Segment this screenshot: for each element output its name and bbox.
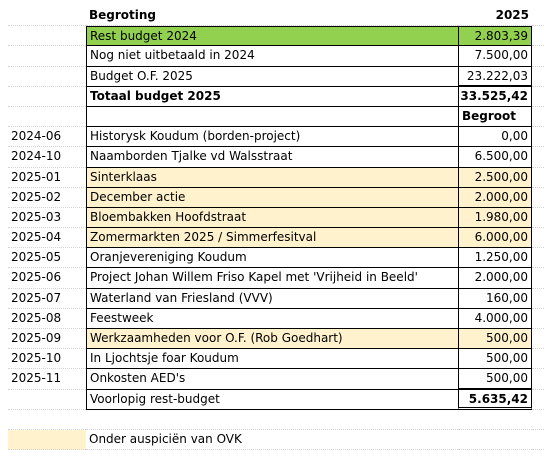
item-date[interactable]: 2025-06: [8, 268, 86, 289]
item-description[interactable]: Oranjevereniging Koudum: [86, 248, 458, 269]
item-amount[interactable]: 0,00: [458, 127, 532, 148]
item-description[interactable]: Project Johan Willem Friso Kapel met 'Vr…: [86, 268, 458, 289]
cell[interactable]: [532, 147, 544, 168]
cell[interactable]: [532, 46, 544, 67]
rest-budget-amount[interactable]: 5.635,42: [458, 389, 532, 410]
rest-budget-label[interactable]: Voorlopig rest-budget: [86, 389, 458, 410]
item-description[interactable]: Onkosten AED's: [86, 369, 458, 390]
item-amount[interactable]: 4.000,00: [458, 308, 532, 329]
title-cell[interactable]: Begroting: [86, 6, 458, 27]
total-label[interactable]: Totaal budget 2025: [86, 86, 458, 107]
cell[interactable]: [86, 410, 458, 430]
cell[interactable]: [532, 349, 544, 370]
cell[interactable]: [532, 228, 544, 249]
item-description[interactable]: Zomermarkten 2025 / Simmerfesitval: [86, 228, 458, 249]
legend-swatch[interactable]: [8, 429, 86, 451]
cell[interactable]: [532, 87, 544, 107]
cell[interactable]: [532, 329, 544, 350]
item-amount[interactable]: 2.000,00: [458, 187, 532, 208]
item-description[interactable]: Sinterklaas: [86, 167, 458, 188]
item-date[interactable]: 2025-03: [8, 208, 86, 229]
summary-amount[interactable]: 7.500,00: [458, 46, 532, 67]
cell[interactable]: [532, 289, 544, 309]
item-description[interactable]: Naamborden Tjalke vd Walsstraat: [86, 147, 458, 168]
summary-label[interactable]: Nog niet uitbetaald in 2024: [86, 46, 458, 67]
cell[interactable]: [8, 410, 86, 430]
cell[interactable]: [532, 168, 544, 188]
cell[interactable]: [532, 248, 544, 269]
item-date[interactable]: 2025-10: [8, 349, 86, 370]
cell[interactable]: [8, 67, 86, 87]
item-date[interactable]: 2025-02: [8, 188, 86, 208]
cell[interactable]: [8, 107, 86, 128]
item-description[interactable]: Feestweek: [86, 308, 458, 329]
item-description[interactable]: In Ljochtsje foar Koudum: [86, 349, 458, 370]
total-amount[interactable]: 33.525,42: [458, 86, 532, 107]
summary-amount[interactable]: 2.803,39: [458, 26, 532, 47]
cell[interactable]: [532, 410, 544, 430]
cell[interactable]: [86, 106, 458, 128]
cell[interactable]: [532, 268, 544, 289]
year-cell[interactable]: 2025: [458, 6, 532, 27]
item-amount[interactable]: 160,00: [458, 288, 532, 309]
item-amount[interactable]: 2.000,00: [458, 268, 532, 289]
item-amount[interactable]: 500,00: [458, 369, 532, 390]
item-description[interactable]: Bloembakken Hoofdstraat: [86, 207, 458, 229]
item-amount[interactable]: 1.980,00: [458, 207, 532, 229]
item-date[interactable]: 2025-01: [8, 168, 86, 188]
item-date[interactable]: 2025-05: [8, 248, 86, 269]
legend-label[interactable]: Onder auspiciën van OVK: [86, 430, 458, 451]
summary-amount[interactable]: 23.222,03: [458, 66, 532, 87]
item-amount[interactable]: 2.500,00: [458, 167, 532, 188]
item-amount[interactable]: 6.500,00: [458, 147, 532, 168]
item-description[interactable]: Waterland van Friesland (VVV): [86, 288, 458, 309]
cell[interactable]: [532, 26, 544, 47]
summary-label[interactable]: Budget O.F. 2025: [86, 66, 458, 87]
cell[interactable]: [8, 87, 86, 107]
item-amount[interactable]: 500,00: [458, 349, 532, 370]
item-date[interactable]: 2025-04: [8, 228, 86, 249]
item-date[interactable]: 2025-08: [8, 309, 86, 329]
cell[interactable]: [532, 188, 544, 208]
begroot-header[interactable]: Begroot: [458, 106, 532, 128]
summary-label[interactable]: Rest budget 2024: [86, 26, 458, 47]
cell[interactable]: [8, 6, 86, 27]
cell[interactable]: [458, 410, 532, 430]
cell[interactable]: [458, 430, 532, 451]
item-description[interactable]: Werkzaamheden voor O.F. (Rob Goedhart): [86, 329, 458, 350]
cell[interactable]: [532, 6, 544, 27]
item-date[interactable]: 2024-10: [8, 147, 86, 168]
item-date[interactable]: 2025-07: [8, 289, 86, 309]
item-description[interactable]: Historysk Koudum (borden-project): [86, 127, 458, 148]
item-amount[interactable]: 6.000,00: [458, 228, 532, 249]
cell[interactable]: [8, 390, 86, 410]
cell[interactable]: [532, 67, 544, 87]
cell[interactable]: [8, 46, 86, 67]
cell[interactable]: [532, 369, 544, 390]
item-amount[interactable]: 1.250,00: [458, 248, 532, 269]
cell[interactable]: [532, 107, 544, 128]
item-date[interactable]: 2024-06: [8, 127, 86, 148]
cell[interactable]: [532, 309, 544, 329]
cell[interactable]: [532, 127, 544, 148]
item-date[interactable]: 2025-09: [8, 329, 86, 350]
cell[interactable]: [532, 430, 544, 451]
cell[interactable]: [532, 208, 544, 229]
item-date[interactable]: 2025-11: [8, 369, 86, 390]
item-description[interactable]: December actie: [86, 187, 458, 208]
item-amount[interactable]: 500,00: [458, 329, 532, 350]
cell[interactable]: [532, 390, 544, 410]
cell[interactable]: [8, 26, 86, 47]
